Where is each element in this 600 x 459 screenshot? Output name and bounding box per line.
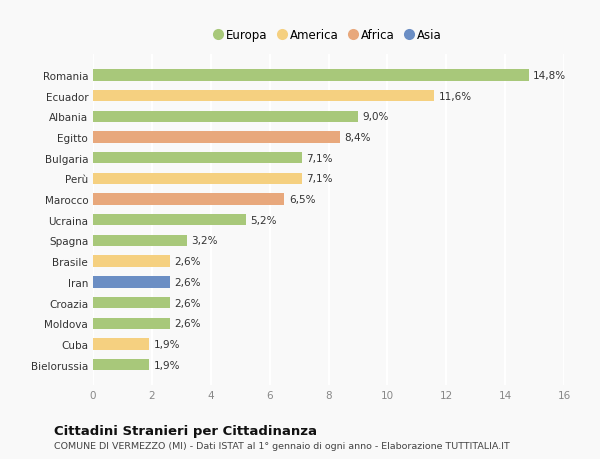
Bar bbox=[93, 70, 529, 81]
Text: 6,5%: 6,5% bbox=[289, 195, 315, 205]
Text: 1,9%: 1,9% bbox=[154, 360, 180, 370]
Bar bbox=[93, 277, 170, 288]
Bar bbox=[93, 297, 170, 308]
Text: COMUNE DI VERMEZZO (MI) - Dati ISTAT al 1° gennaio di ogni anno - Elaborazione T: COMUNE DI VERMEZZO (MI) - Dati ISTAT al … bbox=[54, 441, 510, 450]
Text: 7,1%: 7,1% bbox=[307, 174, 333, 184]
Text: 1,9%: 1,9% bbox=[154, 339, 180, 349]
Text: 3,2%: 3,2% bbox=[191, 236, 218, 246]
Bar bbox=[93, 339, 149, 350]
Text: 2,6%: 2,6% bbox=[174, 277, 200, 287]
Bar bbox=[93, 256, 170, 267]
Text: 5,2%: 5,2% bbox=[250, 215, 277, 225]
Bar bbox=[93, 235, 187, 246]
Bar bbox=[93, 174, 302, 185]
Text: 11,6%: 11,6% bbox=[439, 91, 472, 101]
Bar bbox=[93, 215, 246, 226]
Bar bbox=[93, 91, 434, 102]
Bar bbox=[93, 112, 358, 123]
Legend: Europa, America, Africa, Asia: Europa, America, Africa, Asia bbox=[211, 25, 446, 47]
Text: 9,0%: 9,0% bbox=[362, 112, 389, 122]
Bar bbox=[93, 359, 149, 370]
Text: 2,6%: 2,6% bbox=[174, 257, 200, 267]
Bar bbox=[93, 132, 340, 143]
Text: 2,6%: 2,6% bbox=[174, 298, 200, 308]
Text: 7,1%: 7,1% bbox=[307, 153, 333, 163]
Text: Cittadini Stranieri per Cittadinanza: Cittadini Stranieri per Cittadinanza bbox=[54, 425, 317, 437]
Bar bbox=[93, 153, 302, 164]
Text: 14,8%: 14,8% bbox=[533, 71, 566, 81]
Bar bbox=[93, 194, 284, 205]
Text: 2,6%: 2,6% bbox=[174, 319, 200, 329]
Bar bbox=[93, 318, 170, 329]
Text: 8,4%: 8,4% bbox=[344, 133, 371, 143]
